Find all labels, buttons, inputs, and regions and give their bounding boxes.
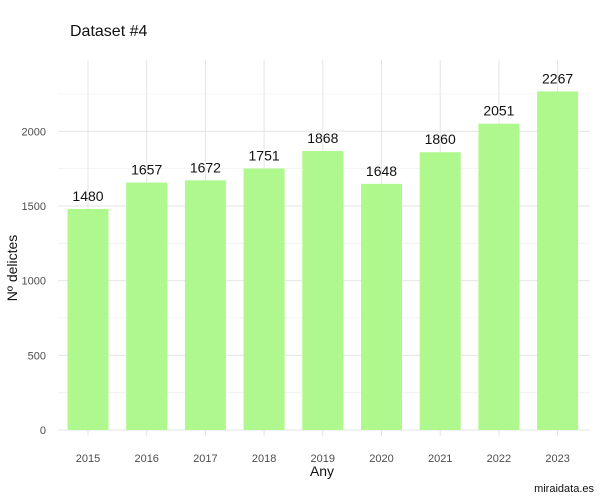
x-tick-label: 2022: [487, 453, 511, 465]
x-tick-label: 2023: [545, 453, 569, 465]
y-tick-label: 1500: [22, 201, 46, 213]
bar-2019: [302, 151, 344, 430]
chart-title: Dataset #4: [70, 23, 147, 40]
y-axis-title: Nº delictes: [4, 235, 20, 302]
bar-2020: [361, 183, 402, 430]
bar-2021: [419, 152, 461, 431]
data-label-2021: 1860: [425, 131, 456, 147]
x-tick-label: 2021: [428, 453, 452, 465]
bar-2018: [243, 168, 285, 430]
y-tick-label: 500: [28, 350, 46, 362]
bar-2017: [184, 180, 226, 430]
x-tick-label: 2016: [134, 453, 158, 465]
y-tick-label: 2000: [22, 126, 46, 138]
data-label-2023: 2267: [542, 70, 573, 86]
x-tick-label: 2015: [76, 453, 100, 465]
bars: [67, 91, 579, 431]
data-labels: 1480 1657 1672 1751 1868 1648 1860 2051 2267: [72, 70, 573, 204]
x-tick-label: 2017: [193, 453, 217, 465]
data-label-2017: 1672: [190, 159, 221, 175]
x-tick-label: 2019: [311, 453, 335, 465]
bar-2023: [537, 91, 579, 430]
y-tick-label: 0: [40, 425, 46, 437]
bar-2015: [67, 208, 109, 430]
source-caption: miraidata.es: [534, 483, 594, 495]
data-label-2016: 1657: [131, 162, 162, 178]
data-label-2018: 1751: [249, 147, 280, 163]
data-label-2019: 1868: [307, 130, 338, 146]
data-label-2020: 1648: [366, 163, 397, 179]
data-label-2022: 2051: [483, 103, 514, 119]
x-axis-title: Any: [310, 463, 334, 479]
data-label-2015: 1480: [72, 188, 103, 204]
bar-2022: [478, 123, 520, 430]
bar-2016: [126, 182, 168, 430]
tick-labels: 2015 2016 2017 2018 2019 2020 2021 2022 2023 0 500…: [22, 126, 570, 465]
x-tick-label: 2020: [369, 453, 393, 465]
x-tick-label: 2018: [252, 453, 276, 465]
y-tick-label: 1000: [22, 276, 46, 288]
